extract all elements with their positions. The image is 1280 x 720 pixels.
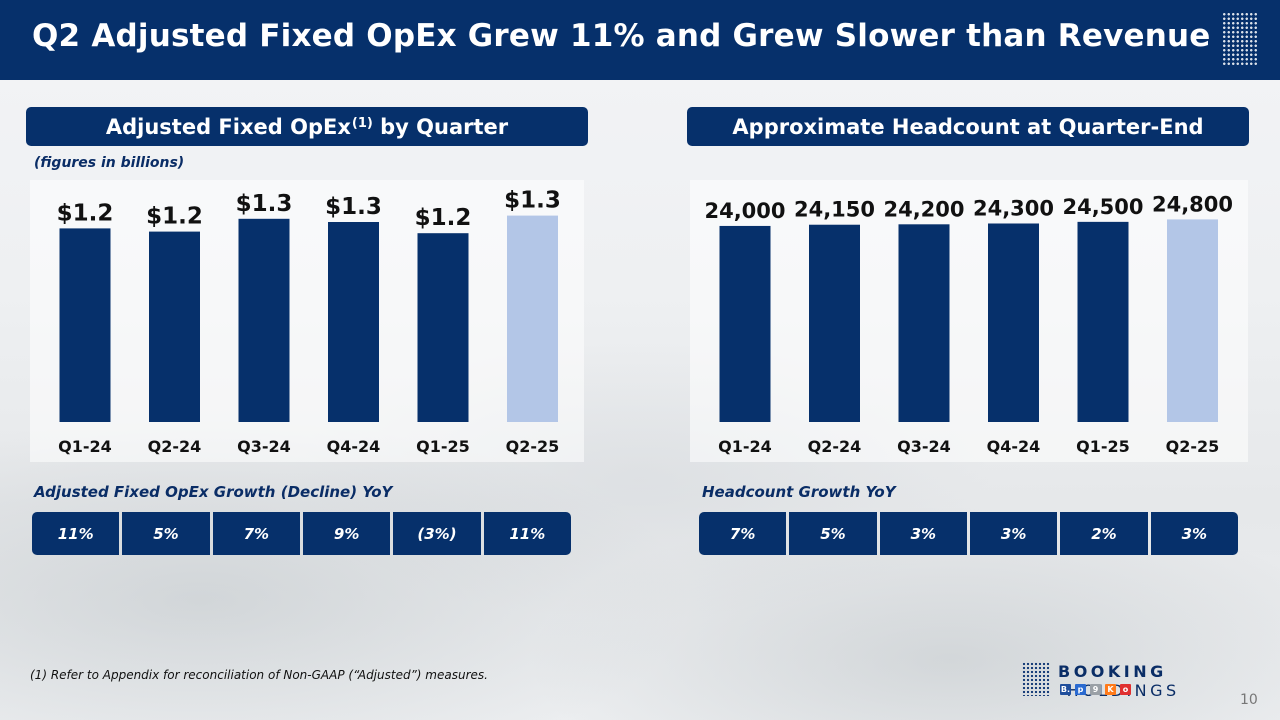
bar-q2-25 (507, 215, 558, 422)
x-tick-label: Q2-24 (808, 437, 862, 456)
x-tick-label: Q1-24 (58, 437, 112, 456)
data-label: $1.2 (415, 205, 472, 231)
growth-cell: 11% (32, 512, 120, 555)
growth-cell: 3% (879, 512, 967, 555)
opex-header-tail: by Quarter (372, 114, 509, 139)
data-label: 24,500 (1062, 195, 1143, 219)
brand-icon: B. (1060, 684, 1071, 695)
data-label: 24,150 (794, 198, 875, 222)
page-number: 10 (1240, 692, 1258, 708)
growth-cell: 11% (483, 512, 571, 555)
data-label: 24,800 (1152, 192, 1233, 216)
opex-bar-chart: $1.2 Q1-24 $1.2 Q2-24 $1.3 Q3-24 $1.3 Q4-24 $1.2… (57, 188, 561, 456)
bar-q1-24 (719, 225, 771, 422)
bar-q1-24 (59, 228, 111, 422)
bar-q3-24 (238, 218, 290, 422)
opex-header-superscript: (1) (351, 116, 373, 131)
page-title: Q2 Adjusted Fixed OpEx Grew 11% and Grew… (32, 18, 1211, 54)
headcount-growth-title: Headcount Growth YoY (702, 483, 896, 501)
bar-q1-25 (417, 233, 469, 422)
data-label: $1.2 (57, 200, 114, 226)
opex-growth-title: Adjusted Fixed OpEx Growth (Decline) YoY (34, 483, 393, 501)
brand-icon: K (1105, 684, 1116, 695)
x-tick-label: Q4-24 (987, 437, 1041, 456)
brand-icon: o (1120, 684, 1131, 695)
data-label: $1.3 (325, 194, 382, 220)
footnote: (1) Refer to Appendix for reconciliation… (30, 668, 488, 682)
growth-cell: 7% (699, 512, 787, 555)
headcount-bar-chart: 24,000 Q1-24 24,150 Q2-24 24,200 Q3-24 24,300 Q… (704, 192, 1233, 456)
growth-cell: 9% (303, 512, 391, 555)
bar-q1-25 (1077, 221, 1129, 422)
growth-cell: 7% (212, 512, 300, 555)
brand-icon: 9 (1090, 684, 1101, 695)
dot-grid-icon (1222, 12, 1258, 66)
growth-cell: 5% (789, 512, 877, 555)
x-tick-label: Q2-25 (1166, 437, 1220, 456)
growth-cell: 3% (970, 512, 1058, 555)
x-tick-label: Q1-24 (718, 437, 772, 456)
data-label: 24,000 (704, 199, 785, 223)
headcount-chart-header: Approximate Headcount at Quarter-End (687, 107, 1249, 146)
data-label: $1.3 (236, 191, 293, 217)
brand-icon: p (1075, 684, 1086, 695)
figures-note: (figures in billions) (34, 155, 185, 171)
x-tick-label: Q1-25 (1076, 437, 1130, 456)
data-label: 24,200 (883, 197, 964, 221)
x-tick-label: Q3-24 (237, 437, 291, 456)
logo-bold-text: BOOKING (1058, 662, 1167, 681)
x-tick-label: Q4-24 (327, 437, 381, 456)
data-label: 24,300 (973, 196, 1054, 220)
opex-chart: $1.2 Q1-24 $1.2 Q2-24 $1.3 Q3-24 $1.3 Q4-24 $1.2… (30, 180, 584, 462)
bar-q2-24 (809, 224, 860, 422)
bar-q3-24 (898, 224, 950, 422)
bar-q4-24 (328, 222, 379, 422)
headcount-chart: 24,000 Q1-24 24,150 Q2-24 24,200 Q3-24 24,300 Q… (690, 180, 1248, 462)
opex-chart-header: Adjusted Fixed OpEx (1) by Quarter (26, 107, 588, 146)
growth-cell: 3% (1150, 512, 1238, 555)
growth-cell: (3%) (393, 512, 481, 555)
booking-logo-icon (1022, 662, 1050, 696)
x-tick-label: Q1-25 (416, 437, 470, 456)
data-label: $1.2 (146, 204, 203, 230)
x-tick-label: Q3-24 (897, 437, 951, 456)
growth-cell: 2% (1060, 512, 1148, 555)
bar-q2-24 (149, 231, 200, 422)
opex-growth-row: 11% 5% 7% 9% (3%) 11% (32, 512, 574, 555)
x-tick-label: Q2-24 (148, 437, 202, 456)
title-bar: Q2 Adjusted Fixed OpEx Grew 11% and Grew… (0, 0, 1280, 80)
growth-cell: 5% (122, 512, 210, 555)
bar-q2-25 (1167, 219, 1218, 422)
opex-header-label: Adjusted Fixed OpEx (105, 114, 351, 139)
bar-q4-24 (988, 223, 1039, 422)
x-tick-label: Q2-25 (506, 437, 560, 456)
data-label: $1.3 (504, 188, 561, 214)
headcount-growth-row: 7% 5% 3% 3% 2% 3% (699, 512, 1241, 555)
